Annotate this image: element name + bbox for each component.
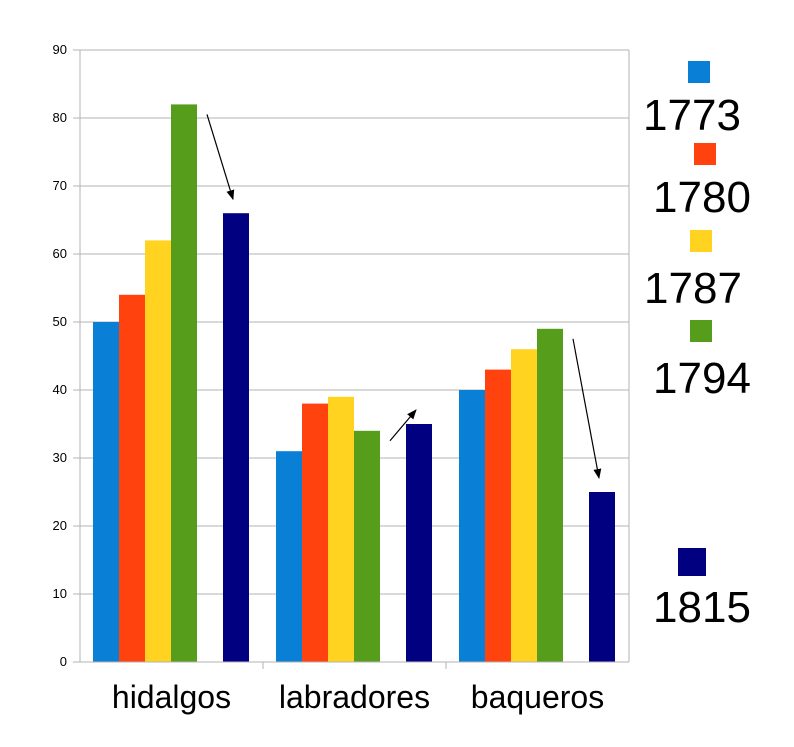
bar bbox=[328, 396, 354, 662]
x-category-label: baqueros bbox=[471, 679, 604, 715]
bar bbox=[459, 390, 485, 662]
bars bbox=[93, 104, 615, 662]
axes: 0 10 20 30 40 50 60 70 80 90 hidalgos labradores baq… bbox=[53, 42, 630, 715]
trend-arrows bbox=[206, 114, 602, 479]
legend-swatch bbox=[690, 230, 712, 252]
legend-label: 1773 bbox=[643, 91, 741, 140]
bar bbox=[119, 294, 145, 662]
y-tick-label: 20 bbox=[53, 518, 67, 533]
bar bbox=[171, 104, 197, 662]
y-tick-label: 0 bbox=[60, 654, 67, 669]
legend-label: 1787 bbox=[644, 264, 742, 313]
y-tick-label: 10 bbox=[53, 586, 67, 601]
legend: 1773 1780 1787 1794 1815 bbox=[643, 61, 751, 632]
bar bbox=[354, 430, 380, 662]
bar bbox=[223, 213, 249, 662]
legend-swatch bbox=[678, 548, 706, 576]
legend-swatch bbox=[690, 320, 712, 342]
trend-arrow bbox=[206, 114, 235, 201]
legend-label: 1794 bbox=[653, 354, 751, 403]
x-category-label: labradores bbox=[279, 679, 430, 715]
bar bbox=[537, 328, 563, 662]
y-tick-label: 60 bbox=[53, 246, 67, 261]
y-tick-label: 90 bbox=[53, 42, 67, 57]
legend-swatch bbox=[694, 143, 716, 165]
legend-swatch bbox=[688, 61, 710, 83]
legend-label: 1815 bbox=[653, 583, 751, 632]
bar bbox=[145, 240, 171, 662]
bar bbox=[511, 349, 537, 662]
y-tick-label: 50 bbox=[53, 314, 67, 329]
bar bbox=[302, 403, 328, 662]
trend-arrow bbox=[572, 338, 602, 479]
trend-arrow bbox=[389, 409, 417, 442]
bar bbox=[406, 424, 432, 662]
bar bbox=[276, 451, 302, 662]
bar bbox=[485, 369, 511, 662]
legend-label: 1780 bbox=[653, 173, 751, 222]
y-tick-label: 70 bbox=[53, 178, 67, 193]
y-tick-label: 80 bbox=[53, 110, 67, 125]
bar bbox=[93, 322, 119, 662]
bar bbox=[589, 492, 615, 662]
y-tick-label: 30 bbox=[53, 450, 67, 465]
x-category-label: hidalgos bbox=[112, 679, 231, 715]
y-tick-label: 40 bbox=[53, 382, 67, 397]
